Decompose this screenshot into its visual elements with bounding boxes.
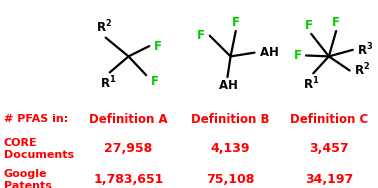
Text: F: F: [197, 29, 205, 42]
Text: CORE: CORE: [4, 138, 37, 148]
Text: Patents: Patents: [4, 181, 52, 188]
Text: F: F: [305, 19, 313, 32]
Text: 1,783,651: 1,783,651: [93, 173, 164, 186]
Text: Google: Google: [4, 169, 47, 179]
Text: 34,197: 34,197: [305, 173, 353, 186]
Text: Documents: Documents: [4, 150, 74, 160]
Text: 75,108: 75,108: [206, 173, 255, 186]
Text: $\mathbf{AH}$: $\mathbf{AH}$: [259, 46, 279, 59]
Text: $\mathbf{R}^{\mathbf{3}}$: $\mathbf{R}^{\mathbf{3}}$: [357, 42, 373, 58]
Text: $\mathbf{AH}$: $\mathbf{AH}$: [217, 79, 237, 92]
Text: F: F: [332, 16, 340, 29]
Text: F: F: [232, 16, 240, 29]
Text: $\mathbf{R}^{\mathbf{2}}$: $\mathbf{R}^{\mathbf{2}}$: [96, 19, 112, 36]
Text: Definition A: Definition A: [89, 113, 168, 126]
Text: 27,958: 27,958: [104, 142, 153, 155]
Text: $\mathbf{R}^{\mathbf{2}}$: $\mathbf{R}^{\mathbf{2}}$: [354, 62, 370, 79]
Text: # PFAS in:: # PFAS in:: [4, 114, 68, 124]
Text: F: F: [154, 39, 162, 53]
Text: 3,457: 3,457: [309, 142, 349, 155]
Text: F: F: [151, 75, 159, 88]
Text: Definition B: Definition B: [191, 113, 270, 126]
Text: Definition C: Definition C: [290, 113, 368, 126]
Text: $\mathbf{R}^{\mathbf{1}}$: $\mathbf{R}^{\mathbf{1}}$: [303, 75, 319, 92]
Text: $\mathbf{R}^{\mathbf{1}}$: $\mathbf{R}^{\mathbf{1}}$: [100, 74, 116, 91]
Text: F: F: [293, 49, 301, 62]
Text: 4,139: 4,139: [211, 142, 250, 155]
